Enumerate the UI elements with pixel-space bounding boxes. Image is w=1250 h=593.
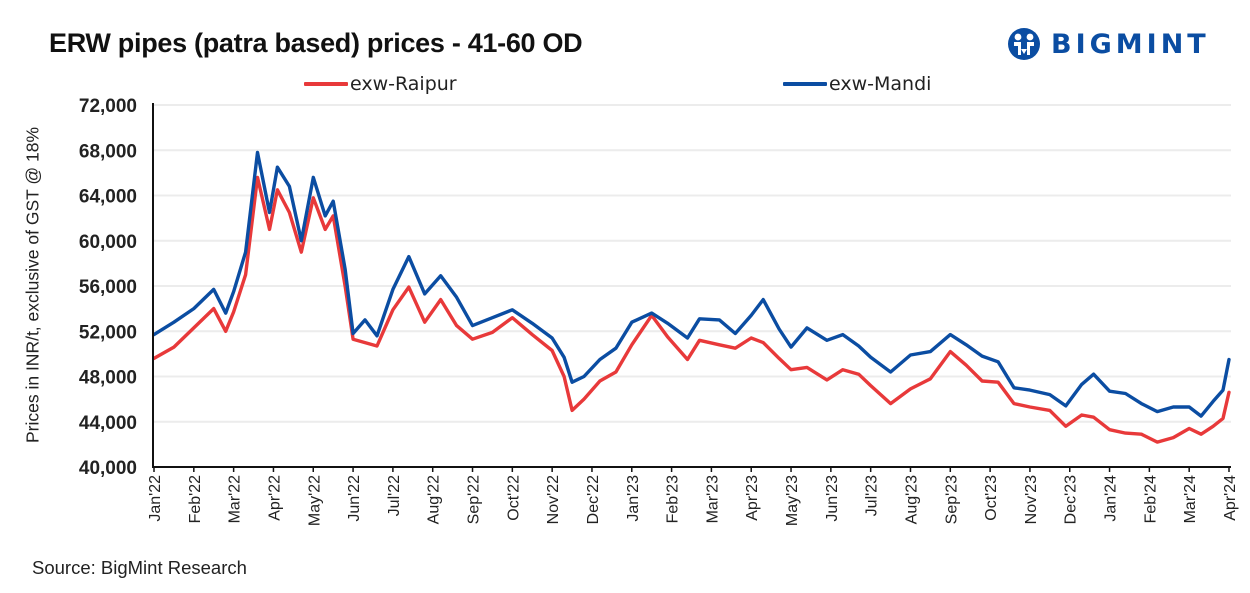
x-tick-label: Aug'23	[903, 475, 920, 524]
axes	[152, 103, 1231, 472]
x-tick-label: Feb'23	[665, 475, 682, 524]
x-tick-label: Dec'23	[1063, 475, 1080, 524]
x-tick-label: Apr'23	[744, 475, 761, 521]
x-tick-label: Mar'24	[1182, 475, 1199, 524]
y-tick-label: 72,000	[79, 96, 137, 117]
y-tick-label: 68,000	[79, 141, 137, 162]
x-tick-label: Jan'22	[147, 475, 164, 522]
bigmint-logo-icon	[1008, 28, 1040, 60]
bigmint-logo-text: BIGMINT	[1051, 28, 1210, 60]
chart-title: ERW pipes (patra based) prices - 41-60 O…	[49, 28, 583, 58]
x-tick-label: Feb'22	[187, 475, 204, 524]
y-tick-label: 60,000	[79, 232, 137, 253]
x-tick-label: Oct'22	[505, 475, 522, 521]
x-tick-label: Nov'23	[1023, 475, 1040, 524]
x-tick-label: May'23	[784, 475, 801, 526]
series-line-exw-raipur	[152, 175, 1231, 444]
legend-swatch-mandi	[783, 82, 827, 86]
x-tick-label: Jul'22	[386, 475, 403, 516]
legend-swatch-raipur	[304, 82, 348, 86]
x-tick-label: Mar'23	[704, 475, 721, 524]
legend-item-raipur: exw-Raipur	[304, 73, 457, 95]
legend-item-mandi: exw-Mandi	[783, 73, 931, 95]
x-tick-label: Apr'24	[1222, 475, 1239, 521]
x-tick-label: Aug'22	[426, 475, 443, 524]
x-tick-label: Sep'23	[943, 475, 960, 524]
x-tick-label: May'22	[306, 475, 323, 526]
x-tick-label: Jun'22	[346, 475, 363, 522]
chart-legend: exw-Raipur exw-Mandi	[0, 73, 1250, 97]
x-tick-label: Dec'22	[585, 475, 602, 524]
series-line-exw-mandi	[152, 150, 1231, 418]
source-note: Source: BigMint Research	[32, 557, 247, 578]
bigmint-logo: BIGMINT	[1007, 24, 1210, 64]
x-tick-label: Apr'22	[266, 475, 283, 521]
x-tick-label: Nov'22	[545, 475, 562, 524]
legend-label-raipur: exw-Raipur	[350, 73, 457, 95]
x-tick-label: Jul'23	[864, 475, 881, 516]
x-tick-label: Jan'24	[1103, 475, 1120, 522]
y-tick-label: 64,000	[79, 187, 137, 208]
x-tick-label: Sep'22	[466, 475, 483, 524]
x-tick-label: Oct'23	[983, 475, 1000, 521]
y-tick-label: 52,000	[79, 322, 137, 343]
y-tick-label: 56,000	[79, 277, 137, 298]
x-tick-label: Feb'24	[1142, 475, 1159, 524]
legend-label-mandi: exw-Mandi	[829, 73, 932, 95]
gridlines	[154, 104, 1231, 423]
x-tick-label: Jun'23	[824, 475, 841, 522]
y-tick-label: 48,000	[79, 368, 137, 389]
x-tick-label: Mar'22	[227, 475, 244, 524]
series-lines	[152, 150, 1231, 444]
y-tick-label: 44,000	[79, 413, 137, 434]
y-tick-label: 40,000	[79, 458, 137, 479]
x-tick-labels: Jan'22 Feb'22 Mar'22 Apr'22 May'22 Jun'22 Jul'…	[147, 475, 1239, 526]
y-tick-labels: 40,000 44,000 48,000 52,000 56,000 60,000 64,0…	[79, 96, 137, 479]
x-tick-label: Jan'23	[625, 475, 642, 522]
